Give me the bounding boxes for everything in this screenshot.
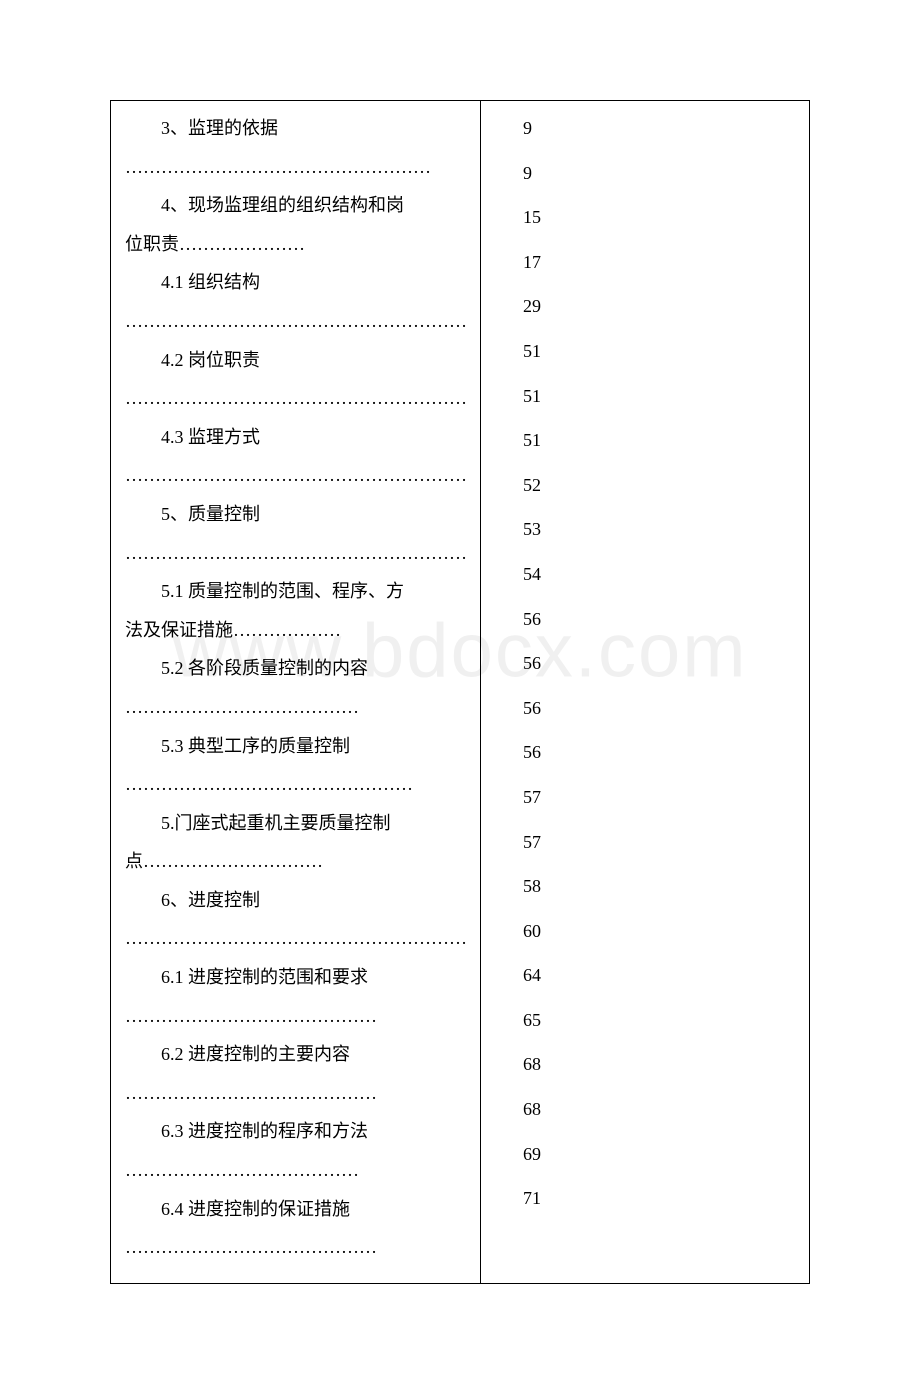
page-number: 68 — [523, 1049, 795, 1080]
page-number: 51 — [523, 381, 795, 412]
page-number: 68 — [523, 1094, 795, 1125]
page-number: 29 — [523, 291, 795, 322]
toc-entry-5-3: 5.3 典型工序的质量控制 — [125, 731, 466, 762]
page-number: 58 — [523, 871, 795, 902]
toc-entry-5-4: 5.门座式起重机主要质量控制 — [125, 808, 466, 839]
toc-right-column: 9 9 15 17 29 51 51 51 52 53 54 56 56 56 … — [481, 101, 809, 1283]
toc-dots: ………………………………… — [125, 692, 466, 723]
toc-entry-4-text: 4、现场监理组的组织结构和岗 — [161, 195, 404, 215]
toc-entry-6-3: 6.3 进度控制的程序和方法 — [125, 1116, 466, 1147]
toc-dots: …………………………………………… — [125, 152, 466, 183]
page-number: 64 — [523, 960, 795, 991]
toc-entry-5-2: 5.2 各阶段质量控制的内容 — [125, 653, 466, 684]
toc-dots: …………………………………………………… — [125, 306, 466, 337]
toc-entry-5-4-cont: 点………………………… — [125, 846, 466, 877]
toc-dots: …………………………………………………… — [125, 460, 466, 491]
page-number: 60 — [523, 916, 795, 947]
toc-entry-6: 6、进度控制 — [125, 885, 466, 916]
page-number: 56 — [523, 737, 795, 768]
page-number: 51 — [523, 425, 795, 456]
toc-dots: ………………………………………………… — [125, 538, 466, 569]
page-number: 15 — [523, 202, 795, 233]
page-number: 57 — [523, 827, 795, 858]
toc-entry-4: 4、现场监理组的组织结构和岗 — [125, 190, 466, 221]
toc-entry-6-1: 6.1 进度控制的范围和要求 — [125, 962, 466, 993]
toc-dots: ………………………………………………… — [125, 923, 466, 954]
toc-entry-5: 5、质量控制 — [125, 499, 466, 530]
toc-table: 3、监理的依据 …………………………………………… 4、现场监理组的组织结构和岗… — [110, 100, 810, 1284]
toc-entry-6-4: 6.4 进度控制的保证措施 — [125, 1194, 466, 1225]
page-number: 57 — [523, 782, 795, 813]
toc-dots: …………………………………… — [125, 1078, 466, 1109]
toc-entry-4-1: 4.1 组织结构 — [125, 267, 466, 298]
page-number: 56 — [523, 604, 795, 635]
page-number: 53 — [523, 514, 795, 545]
page-number: 17 — [523, 247, 795, 278]
toc-left-column: 3、监理的依据 …………………………………………… 4、现场监理组的组织结构和岗… — [111, 101, 481, 1283]
toc-dots: ………………………………… — [125, 1155, 466, 1186]
toc-dots: …………………………………… — [125, 1001, 466, 1032]
toc-entry-4-2: 4.2 岗位职责 — [125, 345, 466, 376]
toc-dots: …………………………………………………… — [125, 383, 466, 414]
toc-entry-6-2: 6.2 进度控制的主要内容 — [125, 1039, 466, 1070]
page-number: 71 — [523, 1183, 795, 1214]
page-number: 9 — [523, 158, 795, 189]
page-number: 65 — [523, 1005, 795, 1036]
page-number: 56 — [523, 693, 795, 724]
toc-entry-3: 3、监理的依据 — [125, 113, 466, 144]
page-number: 56 — [523, 648, 795, 679]
toc-entry-5-1: 5.1 质量控制的范围、程序、方 — [125, 576, 466, 607]
toc-entry-5-1-cont: 法及保证措施……………… — [125, 615, 466, 646]
page-number: 52 — [523, 470, 795, 501]
toc-dots: …………………………………… — [125, 1232, 466, 1263]
toc-entry-4-3: 4.3 监理方式 — [125, 422, 466, 453]
page-number: 69 — [523, 1139, 795, 1170]
page-number: 9 — [523, 113, 795, 144]
page-number: 54 — [523, 559, 795, 590]
page-container: 3、监理的依据 …………………………………………… 4、现场监理组的组织结构和岗… — [0, 0, 920, 1384]
page-number: 51 — [523, 336, 795, 367]
toc-dots: ………………………………………… — [125, 769, 466, 800]
toc-entry-4-cont: 位职责………………… — [125, 229, 466, 260]
